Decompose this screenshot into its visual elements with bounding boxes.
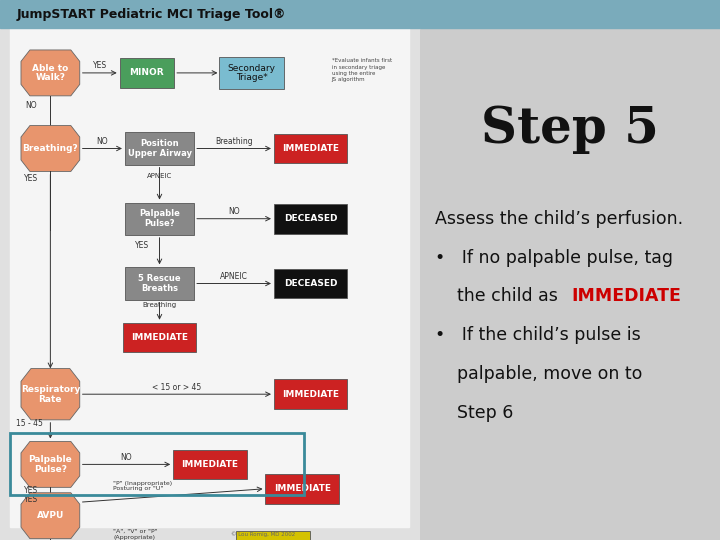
Text: Breathing: Breathing (215, 137, 253, 146)
Text: Breathing: Breathing (143, 302, 176, 308)
Bar (125, 202, 194, 235)
Text: APNEIC: APNEIC (147, 172, 172, 179)
Text: Step 6: Step 6 (435, 404, 513, 422)
Text: Able to
Walk?: Able to Walk? (32, 64, 68, 82)
Text: APNEIC: APNEIC (220, 272, 248, 281)
Text: *Evaluate infants first
in secondary triage
using the entire
JS algorithm: *Evaluate infants first in secondary tri… (332, 58, 392, 82)
Text: YES: YES (93, 62, 107, 70)
Bar (266, 474, 339, 503)
Text: Position
Upper Airway: Position Upper Airway (127, 139, 192, 158)
Text: •   If no palpable pulse, tag: • If no palpable pulse, tag (435, 248, 672, 267)
Text: YES: YES (135, 241, 149, 250)
Bar (123, 323, 197, 353)
Polygon shape (21, 442, 80, 487)
Bar (173, 449, 247, 480)
Text: IMMEDIATE: IMMEDIATE (282, 144, 339, 153)
Bar (125, 267, 194, 300)
Text: •   If the child’s pulse is: • If the child’s pulse is (435, 326, 641, 345)
Polygon shape (21, 50, 80, 96)
Text: DECEASED: DECEASED (284, 214, 338, 223)
Text: YES: YES (24, 174, 39, 183)
Text: IMMEDIATE: IMMEDIATE (572, 287, 681, 306)
Text: NO: NO (26, 102, 37, 110)
Text: JumpSTART Pediatric MCI Triage Tool®: JumpSTART Pediatric MCI Triage Tool® (17, 8, 287, 21)
Text: Palpable
Pulse?: Palpable Pulse? (139, 210, 180, 228)
Text: DECEASED: DECEASED (284, 279, 338, 288)
Text: 5 Rescue
Breaths: 5 Rescue Breaths (138, 274, 181, 293)
Text: palpable, move on to: palpable, move on to (435, 365, 642, 383)
Text: Assess the child’s perfusion.: Assess the child’s perfusion. (435, 210, 683, 228)
Polygon shape (21, 126, 80, 172)
Text: Palpable
Pulse?: Palpable Pulse? (29, 455, 72, 474)
Polygon shape (21, 492, 80, 539)
Bar (220, 57, 284, 89)
Text: Breathing?: Breathing? (22, 144, 78, 153)
Bar (0, 0, 420, 28)
Bar (120, 58, 174, 87)
Bar (420, 0, 720, 28)
Text: NO: NO (121, 453, 132, 462)
Text: MINOR: MINOR (130, 69, 164, 77)
Polygon shape (21, 368, 80, 420)
Text: NO: NO (96, 137, 108, 146)
Text: 15 - 45: 15 - 45 (16, 420, 42, 428)
Text: the child as: the child as (435, 287, 563, 306)
Bar (274, 133, 347, 163)
Text: < 15 or > 45: < 15 or > 45 (152, 383, 202, 391)
Text: IMMEDIATE: IMMEDIATE (181, 460, 238, 469)
Text: YES: YES (24, 495, 39, 504)
Bar (274, 204, 347, 233)
Bar (274, 379, 347, 409)
Text: "A", "V" or "P"
(Appropriate): "A", "V" or "P" (Appropriate) (113, 529, 158, 540)
Text: NO: NO (228, 207, 240, 216)
Text: IMMEDIATE: IMMEDIATE (274, 484, 330, 493)
Text: "P" (Inappropriate)
Posturing or "U": "P" (Inappropriate) Posturing or "U" (113, 481, 173, 491)
Text: IMMEDIATE: IMMEDIATE (131, 333, 188, 342)
Text: YES: YES (24, 485, 39, 495)
Bar (236, 530, 310, 540)
Text: Respiratory
Rate: Respiratory Rate (21, 385, 80, 403)
Text: © Lou Romig, MD 2002: © Lou Romig, MD 2002 (231, 532, 295, 537)
Text: Secondary
Triage*: Secondary Triage* (228, 64, 276, 82)
Bar (125, 132, 194, 165)
Text: Step 5: Step 5 (481, 105, 659, 154)
Text: IMMEDIATE: IMMEDIATE (282, 390, 339, 399)
Bar (274, 269, 347, 298)
Bar (11, 433, 305, 496)
Text: AVPU: AVPU (37, 511, 64, 520)
